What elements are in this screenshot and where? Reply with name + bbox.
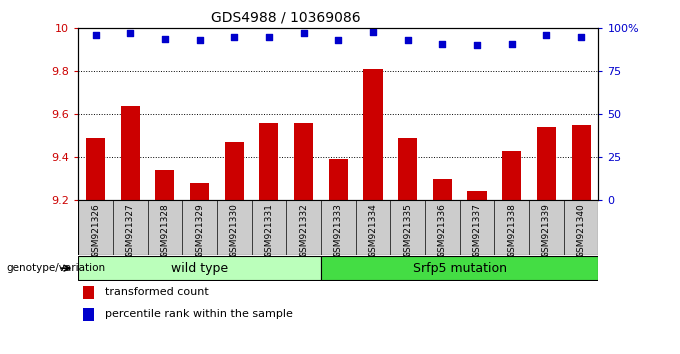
Bar [467, 192, 487, 200]
Text: GSM921331: GSM921331 [265, 203, 273, 258]
Point [124, 31, 135, 36]
Point [506, 41, 517, 47]
Point [333, 38, 343, 43]
Bar [294, 123, 313, 200]
Text: GSM921332: GSM921332 [299, 203, 308, 257]
Text: transformed count: transformed count [105, 287, 209, 297]
Text: GSM921335: GSM921335 [403, 203, 412, 258]
Bar [120, 105, 140, 200]
Point [541, 32, 551, 38]
Text: GSM921339: GSM921339 [542, 203, 551, 258]
Text: GSM921340: GSM921340 [577, 203, 585, 257]
Point [194, 38, 205, 43]
Bar [502, 151, 522, 200]
Text: GDS4988 / 10369086: GDS4988 / 10369086 [211, 11, 360, 25]
Point [263, 34, 274, 40]
Bar [78, 256, 321, 280]
Bar [321, 256, 598, 280]
Point [402, 38, 413, 43]
Text: wild type: wild type [171, 262, 228, 275]
Text: GSM921327: GSM921327 [126, 203, 135, 257]
Point [90, 32, 101, 38]
Bar [259, 123, 279, 200]
Point [367, 29, 378, 35]
Text: GSM921336: GSM921336 [438, 203, 447, 258]
Point [575, 34, 586, 40]
Text: GSM921326: GSM921326 [91, 203, 100, 257]
Bar [86, 138, 105, 200]
Point [437, 41, 447, 47]
Text: genotype/variation: genotype/variation [7, 263, 106, 273]
Bar [224, 142, 244, 200]
Bar [155, 170, 175, 200]
Text: GSM921334: GSM921334 [369, 203, 377, 257]
Point [298, 31, 309, 36]
Point [471, 43, 482, 48]
Text: percentile rank within the sample: percentile rank within the sample [105, 309, 292, 319]
Point [228, 34, 239, 40]
Bar [537, 127, 556, 200]
Text: GSM921330: GSM921330 [230, 203, 239, 258]
Text: GSM921328: GSM921328 [160, 203, 169, 257]
Text: GSM921338: GSM921338 [507, 203, 516, 258]
Bar [398, 138, 418, 200]
Text: GSM921329: GSM921329 [195, 203, 204, 257]
Bar [84, 286, 95, 299]
Bar [84, 308, 95, 321]
Text: GSM921333: GSM921333 [334, 203, 343, 258]
Bar [328, 159, 348, 200]
Text: Srfp5 mutation: Srfp5 mutation [413, 262, 507, 275]
Bar [363, 69, 383, 200]
Bar [432, 178, 452, 200]
Bar [190, 183, 209, 200]
Text: GSM921337: GSM921337 [473, 203, 481, 258]
Bar [571, 125, 591, 200]
Point [159, 36, 170, 41]
